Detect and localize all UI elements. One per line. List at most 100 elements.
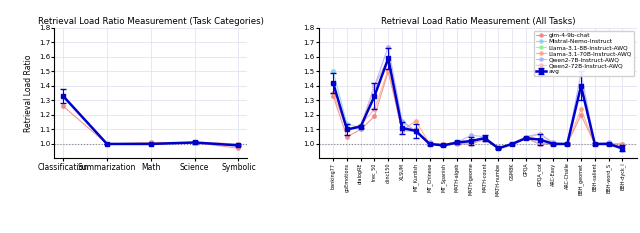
glm-4-9b-chat <box>467 143 475 145</box>
Llama-3.1-70B-Instruct-AWQ <box>495 147 502 150</box>
Llama-3.1-70B-Instruct-AWQ <box>371 108 378 110</box>
Llama-3.1-8B-Instruct-AWQ <box>398 130 406 132</box>
Qwen2-7B-Instruct-AWQ <box>343 128 351 131</box>
Qwen2-72B-Instruct-AWQ <box>618 147 626 150</box>
Mistral-Nemo-Instruct <box>563 143 571 145</box>
Llama-3.1-70B-Instruct-AWQ <box>357 124 365 127</box>
Llama-3.1-8B-Instruct-AWQ <box>440 144 447 147</box>
Qwen2-72B-Instruct-AWQ <box>467 141 475 144</box>
glm-4-9b-chat <box>440 143 447 145</box>
glm-4-9b-chat <box>591 143 598 145</box>
Llama-3.1-8B-Instruct-AWQ <box>385 57 392 60</box>
glm-4-9b-chat <box>398 128 406 131</box>
Qwen2-7B-Instruct-AWQ <box>385 45 392 48</box>
Line: glm-4-9b-chat: glm-4-9b-chat <box>332 70 624 150</box>
Mistral-Nemo-Instruct <box>536 143 543 145</box>
Llama-3.1-70B-Instruct-AWQ <box>508 143 516 145</box>
Qwen2-7B-Instruct-AWQ <box>371 85 378 87</box>
Mistral-Nemo-Instruct <box>577 85 585 87</box>
Mistral-Nemo-Instruct <box>357 127 365 129</box>
glm-4-9b-chat <box>453 143 461 145</box>
Mistral-Nemo-Instruct <box>371 85 378 87</box>
Mistral-Nemo-Instruct <box>618 148 626 151</box>
Qwen2-72B-Instruct-AWQ <box>398 130 406 132</box>
glm-4-9b-chat <box>577 113 585 116</box>
Qwen2-72B-Instruct-AWQ <box>371 85 378 87</box>
Mistral-Nemo-Instruct <box>550 143 557 145</box>
Llama-3.1-8B-Instruct-AWQ <box>618 147 626 150</box>
Mistral-Nemo-Instruct <box>495 147 502 150</box>
Qwen2-7B-Instruct-AWQ <box>618 147 626 150</box>
Qwen2-72B-Instruct-AWQ <box>440 144 447 147</box>
Qwen2-72B-Instruct-AWQ <box>357 125 365 128</box>
Llama-3.1-70B-Instruct-AWQ <box>481 137 488 140</box>
Qwen2-72B-Instruct-AWQ <box>563 143 571 145</box>
Mistral-Nemo-Instruct <box>453 143 461 145</box>
glm-4-9b-chat <box>426 143 433 145</box>
glm-4-9b-chat <box>495 147 502 150</box>
Qwen2-72B-Instruct-AWQ <box>605 143 612 145</box>
Qwen2-72B-Instruct-AWQ <box>426 143 433 145</box>
glm-4-9b-chat <box>508 143 516 145</box>
Qwen2-72B-Instruct-AWQ <box>577 85 585 87</box>
Llama-3.1-70B-Instruct-AWQ <box>563 143 571 145</box>
Line: Qwen2-7B-Instruct-AWQ: Qwen2-7B-Instruct-AWQ <box>332 45 624 150</box>
Llama-3.1-8B-Instruct-AWQ <box>522 137 530 140</box>
Mistral-Nemo-Instruct <box>591 143 598 145</box>
Legend: glm-4-9b-chat, Mistral-Nemo-Instruct, Llama-3.1-8B-Instruct-AWQ, Llama-3.1-70B-I: glm-4-9b-chat, Mistral-Nemo-Instruct, Ll… <box>534 31 634 76</box>
Mistral-Nemo-Instruct <box>440 144 447 147</box>
Qwen2-7B-Instruct-AWQ <box>508 143 516 145</box>
Llama-3.1-8B-Instruct-AWQ <box>536 132 543 135</box>
Llama-3.1-8B-Instruct-AWQ <box>371 95 378 97</box>
Qwen2-7B-Instruct-AWQ <box>605 141 612 144</box>
Llama-3.1-8B-Instruct-AWQ <box>508 143 516 145</box>
Llama-3.1-70B-Instruct-AWQ <box>550 143 557 145</box>
Mistral-Nemo-Instruct <box>412 131 420 134</box>
Llama-3.1-70B-Instruct-AWQ <box>467 140 475 142</box>
Llama-3.1-8B-Instruct-AWQ <box>495 145 502 148</box>
Llama-3.1-70B-Instruct-AWQ <box>453 141 461 144</box>
Llama-3.1-70B-Instruct-AWQ <box>522 137 530 140</box>
Llama-3.1-70B-Instruct-AWQ <box>412 119 420 122</box>
Qwen2-72B-Instruct-AWQ <box>412 130 420 132</box>
Qwen2-72B-Instruct-AWQ <box>481 138 488 141</box>
Llama-3.1-70B-Instruct-AWQ <box>591 143 598 145</box>
Line: Mistral-Nemo-Instruct: Mistral-Nemo-Instruct <box>332 57 624 151</box>
Llama-3.1-8B-Instruct-AWQ <box>481 138 488 141</box>
glm-4-9b-chat <box>536 143 543 145</box>
Qwen2-7B-Instruct-AWQ <box>440 144 447 147</box>
Mistral-Nemo-Instruct <box>330 70 337 73</box>
Qwen2-72B-Instruct-AWQ <box>385 57 392 60</box>
Llama-3.1-8B-Instruct-AWQ <box>467 141 475 144</box>
Llama-3.1-8B-Instruct-AWQ <box>550 143 557 145</box>
glm-4-9b-chat <box>550 143 557 145</box>
Qwen2-7B-Instruct-AWQ <box>357 125 365 128</box>
glm-4-9b-chat <box>343 135 351 138</box>
Qwen2-7B-Instruct-AWQ <box>453 141 461 144</box>
Qwen2-72B-Instruct-AWQ <box>536 132 543 135</box>
Mistral-Nemo-Instruct <box>605 143 612 145</box>
Mistral-Nemo-Instruct <box>508 143 516 145</box>
Llama-3.1-8B-Instruct-AWQ <box>563 143 571 145</box>
Llama-3.1-70B-Instruct-AWQ <box>343 128 351 131</box>
Qwen2-7B-Instruct-AWQ <box>550 141 557 144</box>
glm-4-9b-chat <box>385 70 392 73</box>
Llama-3.1-8B-Instruct-AWQ <box>426 143 433 145</box>
Llama-3.1-70B-Instruct-AWQ <box>536 143 543 145</box>
Title: Retrieval Load Ratio Measurement (Task Categories): Retrieval Load Ratio Measurement (Task C… <box>38 17 264 26</box>
glm-4-9b-chat <box>522 137 530 140</box>
glm-4-9b-chat <box>357 128 365 131</box>
Qwen2-7B-Instruct-AWQ <box>426 141 433 144</box>
Mistral-Nemo-Instruct <box>385 57 392 60</box>
Mistral-Nemo-Instruct <box>522 137 530 140</box>
glm-4-9b-chat <box>618 143 626 145</box>
Qwen2-7B-Instruct-AWQ <box>481 135 488 138</box>
Llama-3.1-70B-Instruct-AWQ <box>618 143 626 145</box>
Line: Llama-3.1-8B-Instruct-AWQ: Llama-3.1-8B-Instruct-AWQ <box>332 57 624 150</box>
glm-4-9b-chat <box>563 143 571 145</box>
glm-4-9b-chat <box>330 95 337 97</box>
Llama-3.1-8B-Instruct-AWQ <box>343 128 351 131</box>
glm-4-9b-chat <box>605 143 612 145</box>
Llama-3.1-70B-Instruct-AWQ <box>605 143 612 145</box>
Mistral-Nemo-Instruct <box>426 143 433 145</box>
